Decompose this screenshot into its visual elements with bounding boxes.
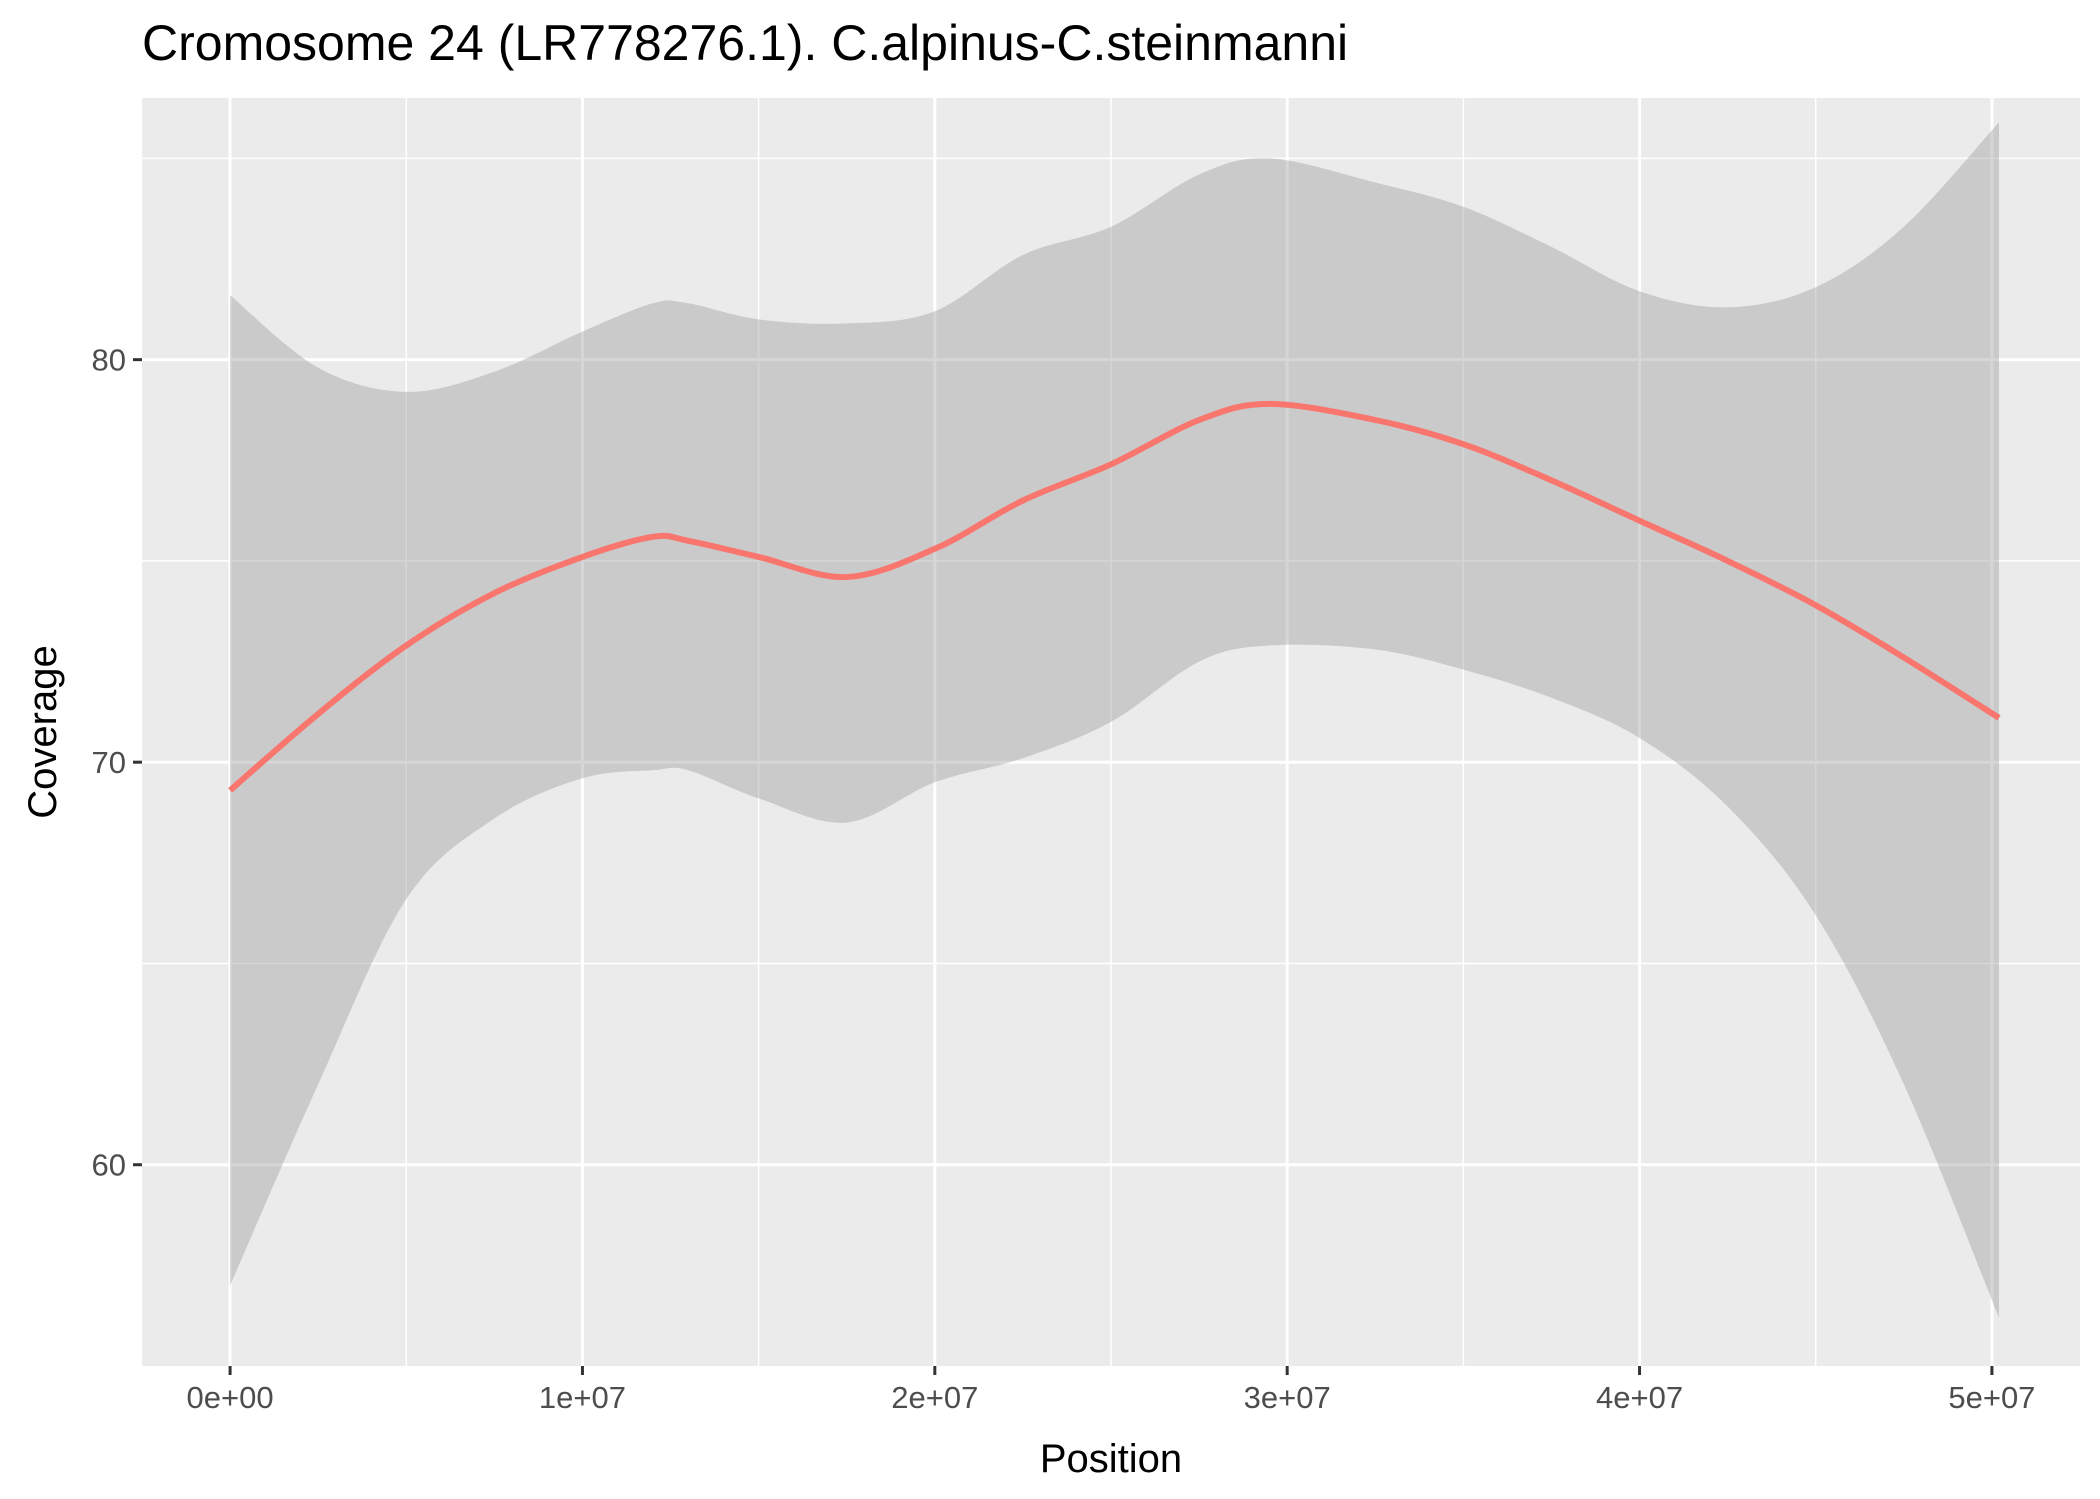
x-tick-label: 3e+07 [1244, 1380, 1331, 1415]
axes: 0e+00 1e+07 2e+07 3e+07 4e+07 5e+07 60 70 80 [92, 343, 2036, 1415]
x-axis-title: Position [1040, 1437, 1182, 1481]
confidence-band [230, 122, 2000, 1318]
chart-title: Cromosome 24 (LR778276.1). C.alpinus-C.s… [142, 15, 1348, 71]
y-tick-label: 80 [92, 343, 126, 378]
smooth-line [228, 400, 2001, 793]
grid-lines [142, 98, 2080, 1366]
x-tick-label: 1e+07 [539, 1380, 626, 1415]
x-tick-label: 4e+07 [1596, 1380, 1683, 1415]
x-tick-label: 5e+07 [1948, 1380, 2035, 1415]
y-tick-label: 70 [92, 745, 126, 780]
x-tick-label: 2e+07 [891, 1380, 978, 1415]
y-axis-title: Coverage [21, 645, 65, 818]
x-tick-label: 0e+00 [187, 1380, 274, 1415]
y-tick-label: 60 [92, 1148, 126, 1183]
